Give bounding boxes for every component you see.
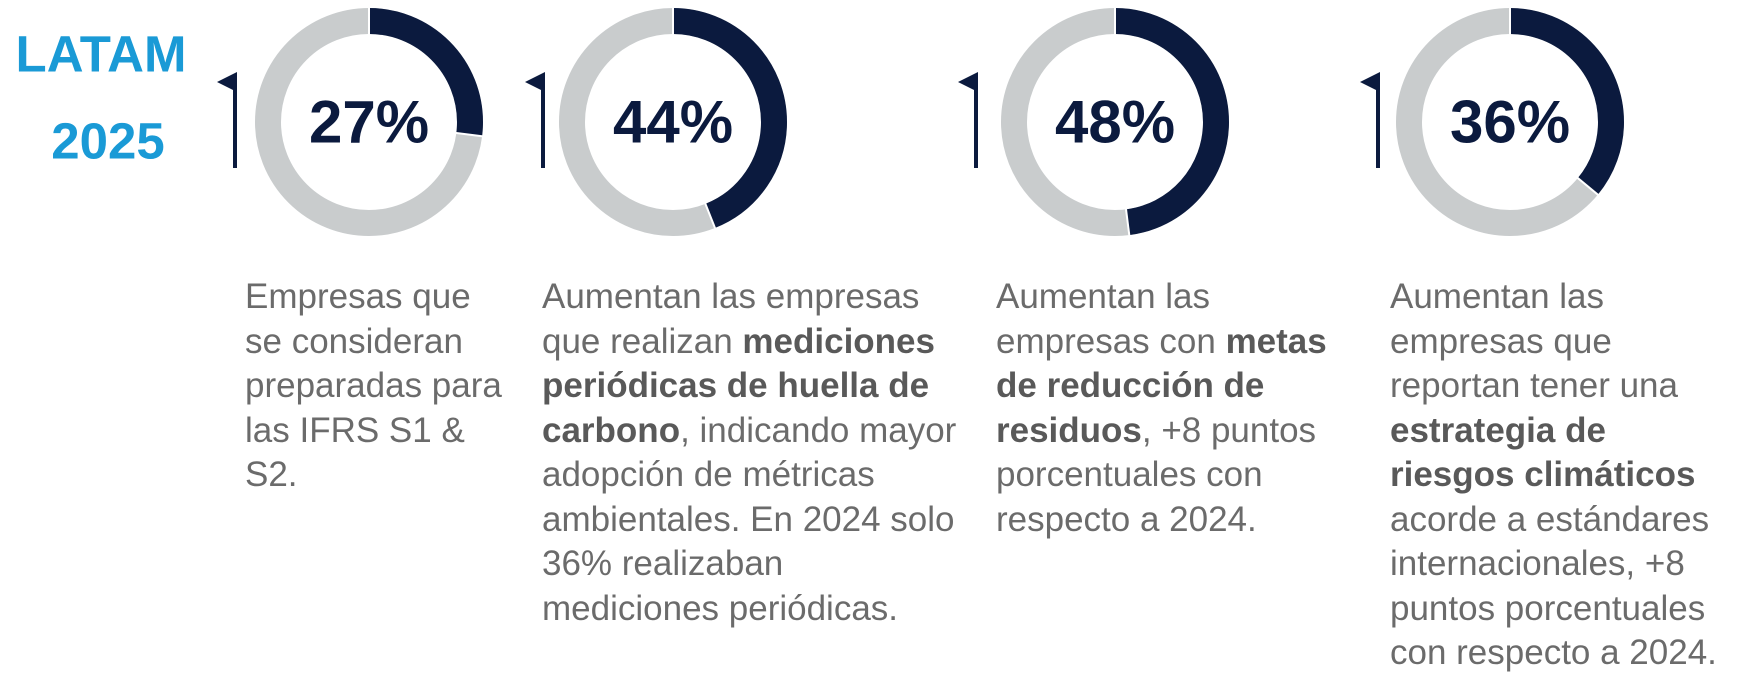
text: Aumentan las empresas que reportan tener… <box>1390 277 1678 405</box>
donut-gap <box>1124 208 1131 237</box>
percent-label: 44% <box>613 89 733 156</box>
text: , +8 puntos porcentuales con respecto a … <box>996 410 1317 539</box>
description: Aumentan las empresas con metas de reduc… <box>996 275 1364 542</box>
bold-text: estrategia de riesgos climáticos <box>1390 410 1696 495</box>
year: 2025 <box>51 112 164 169</box>
bold-text: metas de reducción de residuos <box>996 321 1327 450</box>
percent-label: 48% <box>1055 89 1175 156</box>
percent-label: 27% <box>309 89 429 156</box>
text: Aumentan las empresas con <box>996 277 1226 361</box>
text: Empresas que se consideran preparadas pa… <box>245 277 502 494</box>
text: acorde a estándares internacionales, +8 … <box>1390 499 1717 673</box>
percent-label: 36% <box>1450 89 1570 156</box>
description: Aumentan las empresas que reportan tener… <box>1390 275 1738 676</box>
donut-gap <box>704 202 717 230</box>
bold-text: mediciones periódicas de huella de carbo… <box>542 321 935 450</box>
text: , indicando mayor adopción de métricas a… <box>542 410 957 628</box>
description: Empresas que se consideran preparadas pa… <box>245 275 503 498</box>
donut-gap <box>1576 176 1600 197</box>
region: LATAM <box>16 25 187 82</box>
description: Aumentan las empresas que realizan medic… <box>542 275 957 631</box>
text: Aumentan las empresas que realizan <box>542 277 920 361</box>
donut-gap <box>455 131 484 138</box>
